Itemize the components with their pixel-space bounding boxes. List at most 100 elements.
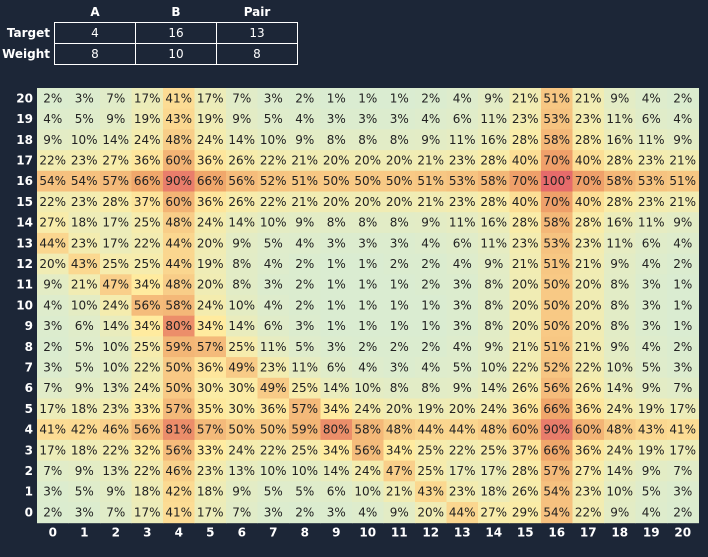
heatmap-cell — [37, 481, 69, 503]
heatmap-cell — [320, 170, 353, 192]
heatmap-cell-label: 20% — [354, 195, 381, 209]
heatmap-cell — [194, 88, 227, 110]
heatmap-cell — [257, 377, 290, 399]
heatmap-cell — [100, 129, 132, 151]
heatmap-cell-label: 48% — [165, 278, 192, 292]
heatmap-cell-label: 22% — [575, 360, 602, 374]
heatmap-cell-label: 2% — [295, 257, 314, 271]
heatmap-cell — [163, 336, 195, 358]
heatmap-cell-label: 51% — [291, 174, 318, 188]
heatmap-cell-label: 9% — [610, 340, 629, 354]
heatmap-cell-label: 43% — [638, 423, 665, 437]
heatmap-cell-label: 22% — [39, 195, 66, 209]
heatmap-cell — [100, 212, 132, 234]
heatmap-cell-label: 36% — [197, 153, 224, 167]
heatmap-cell — [635, 150, 668, 172]
heatmap-cell — [541, 502, 573, 524]
heatmap-cell-label: 2% — [43, 340, 62, 354]
heatmap-cell — [289, 439, 321, 462]
heatmap-cell-label: 44% — [39, 236, 66, 250]
heatmap-cell — [194, 129, 227, 151]
heatmap-cell — [383, 336, 416, 358]
heatmap-cell-label: 20% — [449, 402, 476, 416]
heatmap-cell — [635, 170, 668, 192]
heatmap-cell — [667, 295, 699, 317]
heatmap-cell-label: 46% — [165, 464, 192, 478]
heatmap-cell — [478, 232, 510, 255]
heatmap-cell-label: 1% — [358, 257, 377, 271]
heatmap-cell-label: 1% — [421, 319, 440, 333]
heatmap-cell — [667, 357, 699, 379]
heatmap-cell-label: 18% — [197, 485, 224, 499]
heatmap-cell-label: 54% — [39, 174, 66, 188]
heatmap-cell-label: 11% — [291, 360, 318, 374]
heatmap-cell — [352, 212, 384, 234]
heatmap-cell — [194, 439, 227, 462]
heatmap-cell-label: 56% — [543, 381, 570, 395]
heatmap-cell-label: 58% — [606, 174, 633, 188]
heatmap-cell-label: 41% — [669, 423, 696, 437]
heatmap-cell — [572, 170, 605, 192]
heatmap-cell-label: 17% — [197, 91, 224, 105]
heatmap-cell-label: 4% — [673, 112, 692, 126]
heatmap-cell — [635, 481, 668, 503]
heatmap-cell-label: 9% — [421, 133, 440, 147]
heatmap-cell — [194, 398, 227, 420]
heatmap-cell-label: 23% — [449, 153, 476, 167]
heatmap-cell — [352, 295, 384, 317]
heatmap-cell — [667, 232, 699, 255]
heatmap-cell-label: 56% — [354, 443, 381, 457]
heatmap-cell-label: 6% — [642, 236, 661, 250]
heatmap-cell — [257, 108, 290, 130]
heatmap-cell — [446, 336, 479, 358]
heatmap-cell — [68, 357, 101, 379]
parameter-row-label: Target — [6, 26, 50, 40]
x-tick-label: 0 — [49, 526, 57, 540]
heatmap-cell — [68, 460, 101, 482]
heatmap-cell-label: 28% — [512, 133, 539, 147]
heatmap-cell — [289, 150, 321, 172]
heatmap-cell — [37, 315, 69, 337]
heatmap-cell-label: 50% — [543, 278, 570, 292]
heatmap-cell — [635, 377, 668, 399]
heatmap-cell-label: 3% — [75, 505, 94, 519]
heatmap-cell-label: 66% — [543, 443, 570, 457]
heatmap-cell — [604, 129, 636, 151]
heatmap-cell — [383, 481, 416, 503]
heatmap-cell-label: 40% — [512, 195, 539, 209]
heatmap-cell-label: 33% — [134, 402, 161, 416]
heatmap-cell — [320, 295, 353, 317]
heatmap-cell — [289, 336, 321, 358]
heatmap-cell-label: 24% — [197, 298, 224, 312]
heatmap-cell — [635, 212, 668, 234]
heatmap-cell-label: 4% — [642, 257, 661, 271]
heatmap-cell-label: 34% — [323, 443, 350, 457]
heatmap-cell-label: 21% — [575, 91, 602, 105]
heatmap-cell-label: 56% — [134, 298, 161, 312]
heatmap-cell — [194, 460, 227, 482]
heatmap-cell — [352, 460, 384, 482]
heatmap-cell — [541, 481, 573, 503]
heatmap-cell — [163, 253, 195, 275]
heatmap-cell — [415, 129, 447, 151]
x-tick-label: 5 — [206, 526, 214, 540]
heatmap-cell — [163, 232, 195, 255]
heatmap-cell — [446, 191, 479, 213]
heatmap-cell — [352, 419, 384, 441]
heatmap-cell — [37, 232, 69, 255]
heatmap-cell-label: 9% — [295, 133, 314, 147]
heatmap-cell — [289, 170, 321, 192]
heatmap-cell — [478, 253, 510, 275]
heatmap-cell — [352, 315, 384, 337]
heatmap-cell — [37, 460, 69, 482]
weight-b-value: 10 — [135, 43, 217, 65]
heatmap-cell-label: 14% — [102, 133, 129, 147]
x-tick-label: 18 — [611, 526, 628, 540]
heatmap-cell-label: 10% — [606, 360, 633, 374]
heatmap-cell-label: 1% — [673, 278, 692, 292]
heatmap-cell — [383, 129, 416, 151]
heatmap-cell-label: 7% — [106, 505, 125, 519]
heatmap-cell-label: 23% — [449, 195, 476, 209]
heatmap-cell-label: 24% — [228, 443, 255, 457]
heatmap-cell — [320, 502, 353, 524]
